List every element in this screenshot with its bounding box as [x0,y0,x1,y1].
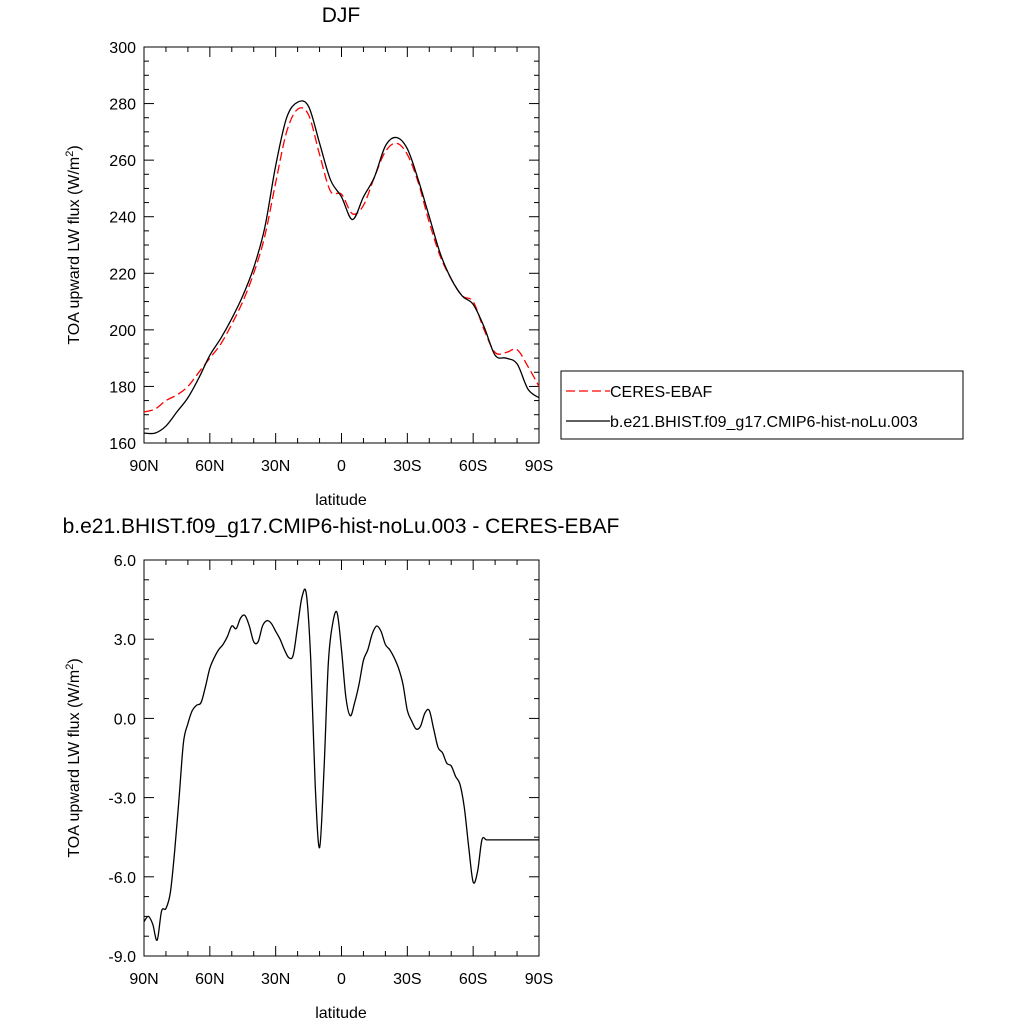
bottom-chart-ticks: 90N 60N 30N 0 30S 60S 90S -9.0 -6.0 -3.0 0.0 3.0 6.0 [108,553,553,988]
bottom-chart-y-axis-label: TOA upward LW flux (W/m2) [64,658,83,857]
legend-label-ceres: CERES-EBAF [610,384,712,401]
bottom-chart-title: b.e21.BHIST.f09_g17.CMIP6-hist-noLu.003 … [63,515,620,538]
y-tick-label: -9.0 [108,949,136,966]
bottom-chart-x-axis-label: latitude [315,1005,367,1022]
top-chart-plot-frame [143,46,540,444]
y-tick-label: 0.0 [114,711,136,728]
y-tick-label: 260 [109,153,136,170]
x-tick-label: 60S [459,971,487,988]
legend-box [560,370,964,440]
series-line-0-1 [143,100,540,435]
y-tick-label: 3.0 [114,632,136,649]
x-tick-label: 90N [129,971,158,988]
bottom-chart-y-axis-label-close: ) [66,658,83,663]
y-tick-label: 300 [109,40,136,57]
y-tick-label: 280 [109,97,136,114]
top-chart-series [143,100,540,435]
x-tick-label: 90S [525,458,553,475]
x-tick-label: 30N [261,971,290,988]
series-line-1-0 [143,588,539,941]
top-chart-y-axis-label: TOA upward LW flux (W/m2) [64,145,83,344]
bottom-chart-plot-frame [143,559,540,957]
x-tick-label: 90N [129,458,158,475]
y-tick-label: 240 [109,210,136,227]
bottom-chart: b.e21.BHIST.f09_g17.CMIP6-hist-noLu.003 … [63,515,620,1022]
x-tick-label: 30N [261,458,290,475]
bottom-chart-y-axis-label-sup: 2 [64,664,76,670]
y-tick-label: 6.0 [114,553,136,570]
top-chart-y-axis-label-main: TOA upward LW flux (W/m [66,157,83,345]
x-tick-label: 0 [337,458,346,475]
top-chart-y-axis-label-close: ) [66,145,83,150]
x-tick-label: 30S [393,458,421,475]
top-chart-legend: CERES-EBAF b.e21.BHIST.f09_g17.CMIP6-his… [560,370,964,440]
x-tick-label: 90S [525,971,553,988]
bottom-chart-series [143,588,539,941]
legend-label-model: b.e21.BHIST.f09_g17.CMIP6-hist-noLu.003 [610,414,918,431]
top-chart-x-axis-label: latitude [315,492,367,509]
x-tick-label: 60S [459,458,487,475]
y-tick-label: 200 [109,323,136,340]
y-tick-label: 160 [109,436,136,453]
y-tick-label: -6.0 [108,870,136,887]
x-tick-label: 0 [337,971,346,988]
y-tick-label: -3.0 [108,791,136,808]
series-line-0-0 [143,107,540,413]
bottom-chart-y-axis-label-main: TOA upward LW flux (W/m [66,670,83,858]
top-chart-title: DJF [322,4,361,27]
x-tick-label: 30S [393,971,421,988]
y-tick-label: 220 [109,266,136,283]
x-tick-label: 60N [195,458,224,475]
x-tick-label: 60N [195,971,224,988]
top-chart: DJF 90N 60N 30N 0 30S 60S 90S 160 180 200 220 240 26… [64,4,964,509]
y-tick-label: 180 [109,379,136,396]
top-chart-y-axis-label-sup: 2 [64,151,76,157]
top-chart-ticks: 90N 60N 30N 0 30S 60S 90S 160 180 200 220 240 260 280… [109,40,553,475]
